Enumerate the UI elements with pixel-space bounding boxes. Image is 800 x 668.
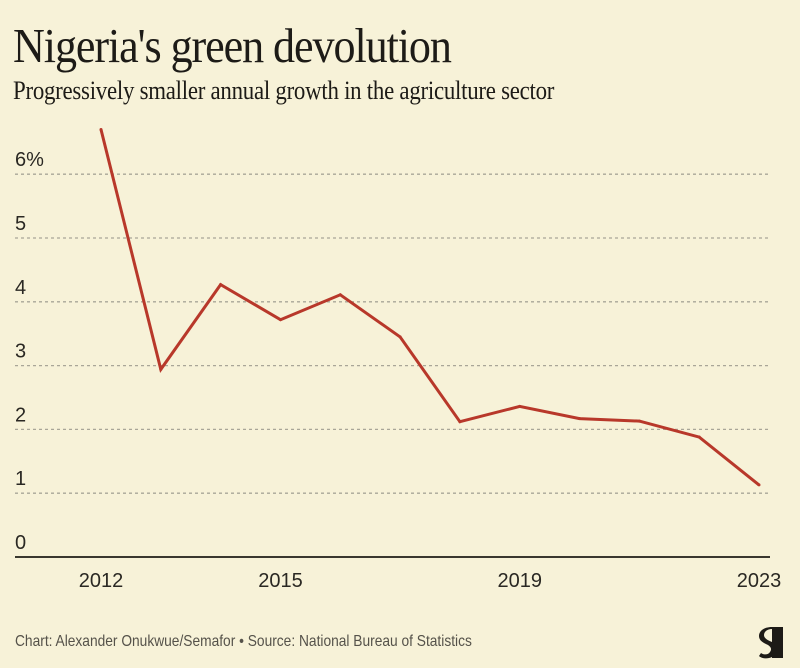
y-tick-label: 6%: [15, 149, 44, 171]
gridlines: [15, 173, 770, 494]
chart-subtitle: Progressively smaller annual growth in t…: [13, 76, 555, 105]
y-tick-label: 2: [15, 404, 26, 426]
y-axis-ticks: 0 1 2 3 4 5 6%: [15, 149, 44, 554]
x-tick-label: 2012: [79, 570, 124, 592]
data-point-2020: [578, 417, 582, 421]
data-point-2015: [278, 318, 282, 322]
data-point-2021: [637, 419, 641, 423]
series-line: [99, 129, 760, 487]
y-tick-label: 1: [15, 468, 26, 490]
data-point-2019: [518, 404, 522, 408]
data-point-2012: [99, 128, 103, 132]
data-point-2017: [398, 335, 402, 339]
x-tick-label: 2023: [737, 570, 782, 592]
data-point-2023: [757, 483, 761, 487]
y-tick-label: 4: [15, 277, 26, 299]
y-tick-label: 5: [15, 213, 26, 235]
chart-title: Nigeria's green devolution: [13, 18, 452, 73]
semafor-logo-icon: [759, 627, 783, 659]
series-layer: [99, 128, 761, 487]
data-point-2013: [159, 367, 163, 371]
data-point-2016: [338, 293, 342, 297]
x-tick-label: 2015: [258, 570, 303, 592]
data-point-2022: [697, 435, 701, 439]
x-axis-ticks: 2012 2015 2019 2023: [79, 570, 782, 592]
source-credit: Chart: Alexander Onukwue/Semafor • Sourc…: [15, 633, 472, 650]
data-point-2014: [219, 283, 223, 287]
data-point-2018: [458, 420, 462, 424]
x-tick-label: 2019: [497, 570, 542, 592]
y-tick-label: 0: [15, 532, 26, 554]
y-tick-label: 3: [15, 341, 26, 363]
